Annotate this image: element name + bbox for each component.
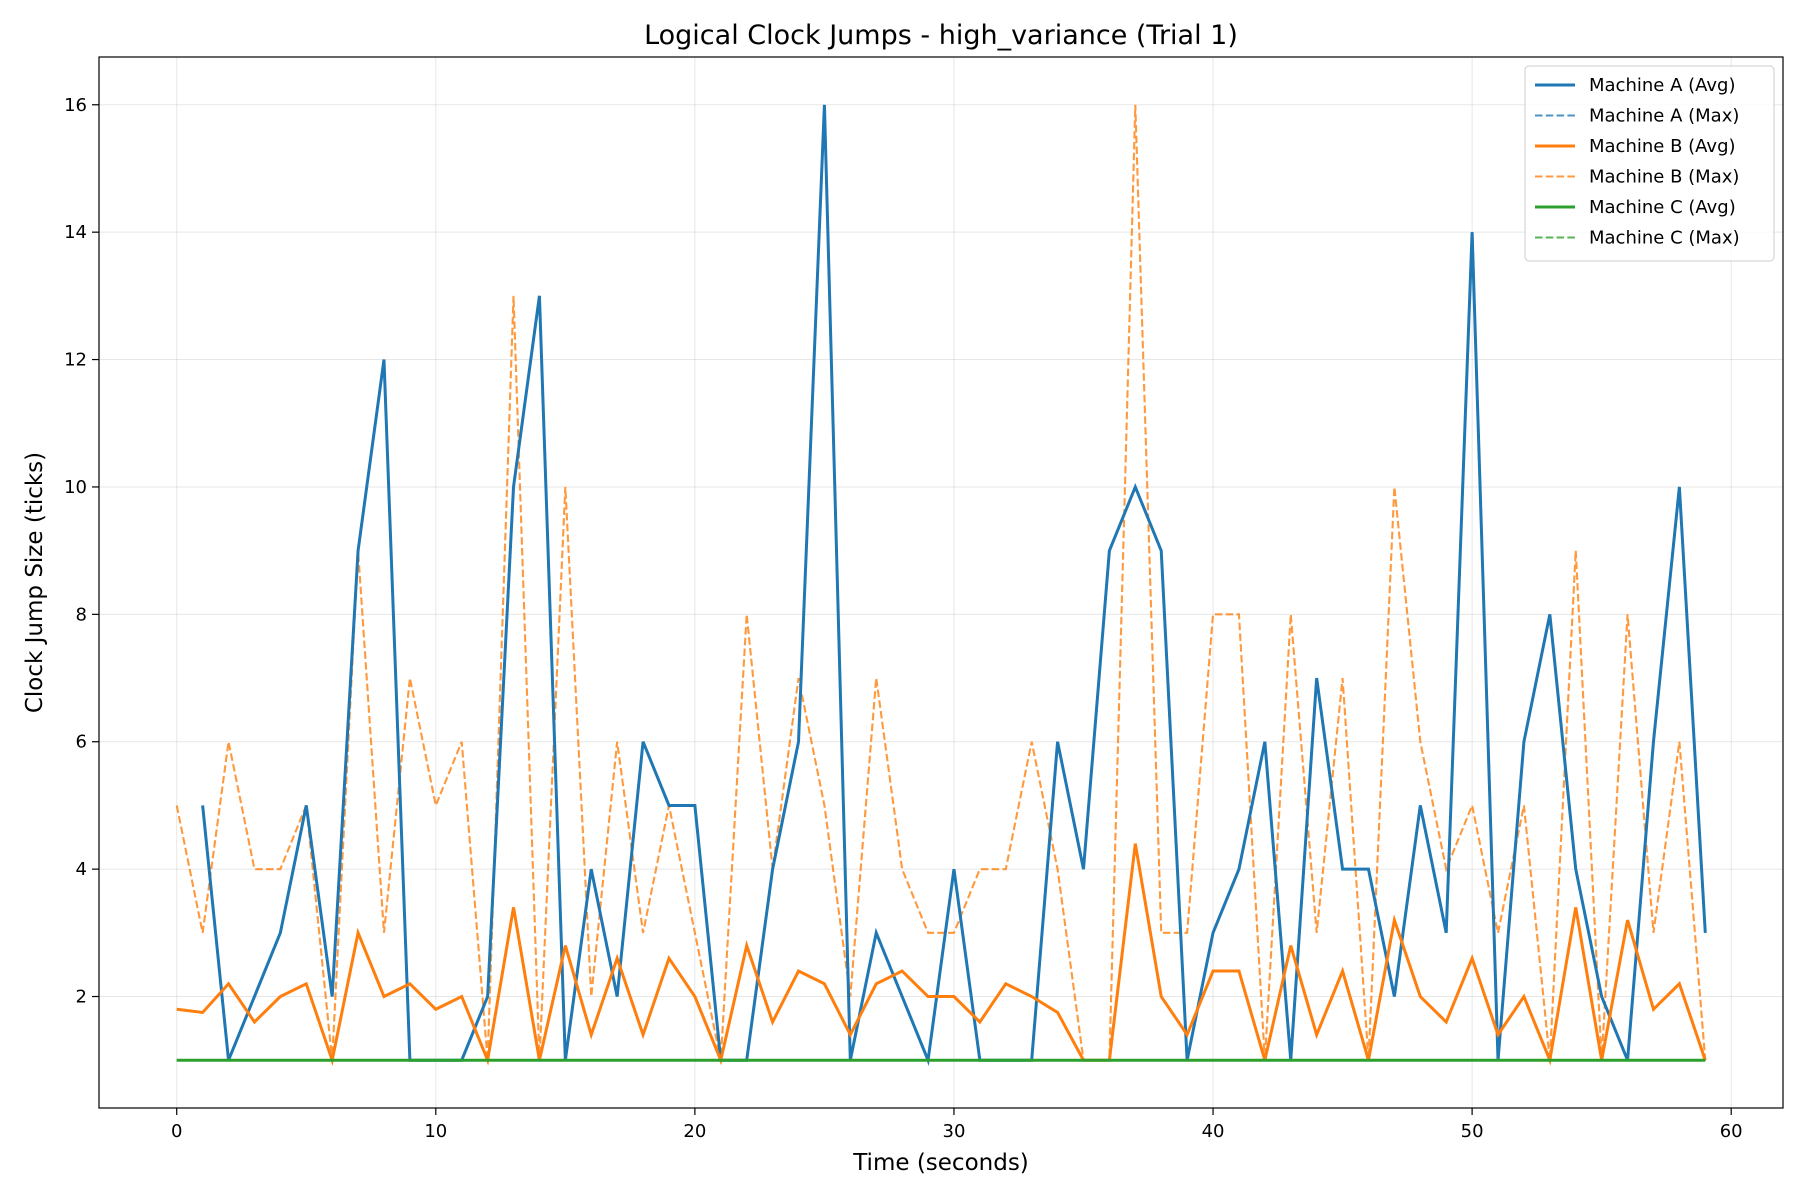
y-tick-label: 2 [76,987,87,1008]
x-tick-label: 30 [943,1121,966,1142]
legend: Machine A (Avg) Machine A (Max) Machine B … [1524,65,1775,262]
y-tick-label: 6 [76,732,87,753]
x-tick-label: 60 [1720,1121,1743,1142]
chart-title: Logical Clock Jumps - high_variance (Tri… [644,20,1238,51]
legend-box [1524,65,1775,262]
y-tick-label: 16 [64,95,87,116]
series-line-machine-b-max [175,104,1707,1062]
legend-label: Machine A (Avg) [1589,75,1736,96]
plot-frame [98,56,1784,1109]
x-tick-label: 10 [424,1121,447,1142]
y-tick-label: 4 [76,859,87,880]
legend-label: Machine C (Max) [1589,228,1740,249]
x-tick-label: 40 [1202,1121,1225,1142]
legend-label: Machine B (Max) [1589,167,1739,188]
y-tick-label: 10 [64,477,87,498]
series-lines [175,104,1707,1067]
legend-label: Machine C (Avg) [1589,197,1736,218]
y-axis-label: Clock Jump Size (ticks) [22,452,48,713]
series-line-machine-b-avg [176,843,1707,1066]
y-tick-label: 14 [64,222,87,243]
y-tick-label: 8 [76,604,87,625]
legend-label: Machine A (Max) [1589,106,1739,127]
x-tick-label: 50 [1461,1121,1484,1142]
legend-label: Machine B (Avg) [1589,136,1736,157]
axis-ticks: 0 10 20 30 40 50 60 2 4 6 8 10 12 14 16 [64,95,1743,1142]
y-tick-label: 12 [64,350,87,371]
x-axis-label: Time (seconds) [852,1150,1029,1176]
x-tick-label: 20 [683,1121,706,1142]
x-tick-label: 0 [171,1121,182,1142]
